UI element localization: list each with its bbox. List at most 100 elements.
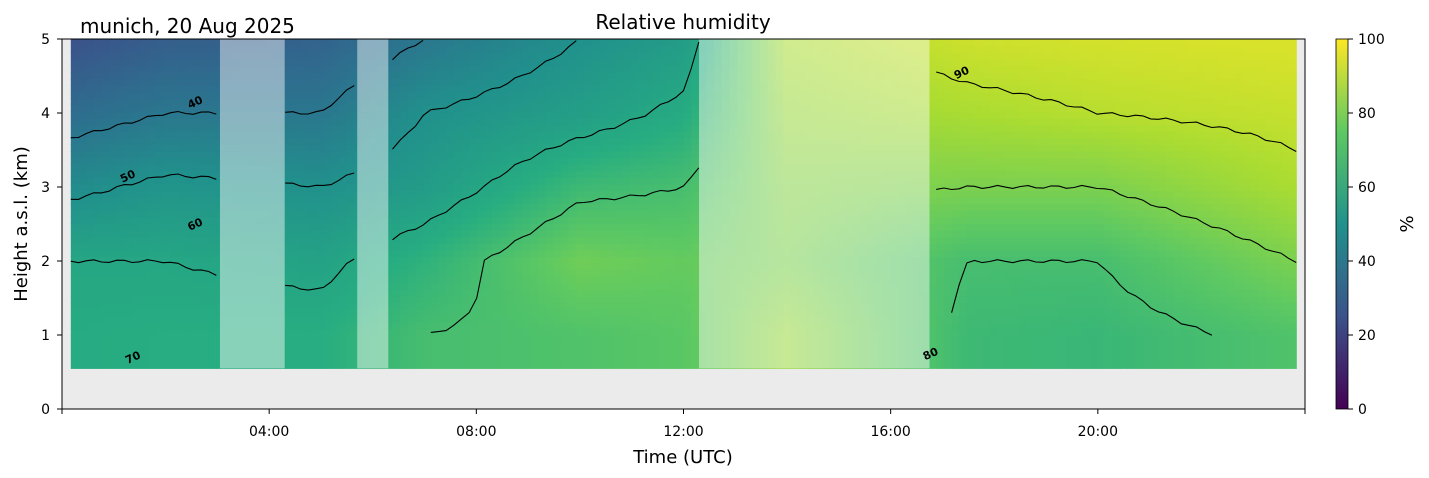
heatmap-cell: [721, 170, 731, 178]
heatmap-cell: [522, 223, 531, 231]
heatmap-cell: [109, 124, 118, 132]
heatmap-cell: [545, 276, 554, 284]
heatmap-cell: [201, 276, 210, 284]
heatmap-cell: [637, 322, 646, 330]
heatmap-cell: [78, 52, 87, 60]
heatmap-cell: [553, 144, 562, 152]
heatmap-cell: [515, 164, 524, 172]
heatmap-cell: [377, 348, 386, 356]
heatmap-cell: [78, 216, 87, 224]
heatmap-cell: [706, 170, 715, 178]
heatmap-cell: [476, 302, 485, 310]
heatmap-cell: [331, 170, 340, 178]
heatmap-cell: [614, 289, 623, 297]
heatmap-cell: [660, 190, 669, 198]
heatmap-cell: [170, 322, 179, 330]
heatmap-cell: [446, 65, 455, 73]
heatmap-cell: [545, 315, 554, 323]
heatmap-cell: [400, 355, 409, 363]
heatmap-cell: [737, 71, 746, 80]
heatmap-cell: [109, 269, 118, 277]
heatmap-cell: [300, 137, 309, 145]
heatmap-cell: [813, 190, 822, 198]
heatmap-cell: [361, 216, 371, 224]
heatmap-cell: [400, 170, 409, 178]
heatmap-cell: [721, 236, 731, 244]
heatmap-cell: [124, 151, 133, 159]
heatmap-cell: [553, 124, 562, 132]
heatmap-cell: [806, 322, 815, 330]
heatmap-cell: [139, 118, 148, 126]
heatmap-cell: [415, 45, 424, 53]
heatmap-cell: [645, 104, 654, 113]
heatmap-cell: [224, 39, 233, 47]
heatmap-cell: [78, 104, 87, 113]
heatmap-cell: [752, 315, 761, 323]
heatmap-cell: [116, 170, 126, 178]
heatmap-cell: [132, 282, 141, 290]
heatmap-cell: [668, 137, 677, 145]
heatmap-cell: [629, 302, 639, 310]
heatmap-cell: [147, 348, 156, 356]
heatmap-cell: [109, 197, 118, 205]
heatmap-cell: [737, 282, 746, 290]
heatmap-cell: [576, 243, 585, 251]
heatmap-cell: [78, 98, 87, 106]
heatmap-cell: [691, 243, 700, 251]
heatmap-cell: [737, 322, 746, 330]
heatmap-cell: [652, 342, 662, 350]
heatmap-cell: [70, 282, 80, 290]
heatmap-cell: [645, 355, 654, 363]
heatmap-cell: [231, 98, 240, 106]
heatmap-cell: [400, 335, 409, 343]
heatmap-cell: [484, 151, 493, 159]
heatmap-cell: [132, 210, 141, 218]
heatmap-cell: [124, 302, 133, 310]
heatmap-cell: [606, 236, 616, 244]
heatmap-cell: [583, 71, 593, 80]
heatmap-cell: [438, 183, 447, 192]
heatmap-cell: [629, 342, 639, 350]
heatmap-cell: [453, 58, 462, 66]
heatmap-cell: [515, 45, 524, 53]
heatmap-cell: [691, 104, 700, 113]
heatmap-cell: [568, 315, 577, 323]
heatmap-cell: [798, 151, 807, 159]
heatmap-cell: [714, 295, 723, 304]
heatmap-cell: [262, 348, 271, 356]
heatmap-cell: [162, 144, 171, 152]
heatmap-cell: [629, 151, 639, 159]
heatmap-cell: [139, 236, 148, 244]
heatmap-cell: [668, 223, 677, 231]
heatmap-cell: [530, 230, 539, 238]
heatmap-cell: [292, 58, 302, 66]
heatmap-cell: [737, 104, 746, 113]
heatmap-cell: [652, 111, 662, 119]
heatmap-cell: [109, 170, 118, 178]
heatmap-cell: [323, 144, 332, 152]
heatmap-cell: [400, 98, 409, 106]
heatmap-cell: [407, 262, 417, 271]
heatmap-cell: [530, 289, 539, 297]
heatmap-cell: [331, 216, 340, 224]
heatmap-cell: [101, 322, 110, 330]
heatmap-cell: [606, 98, 616, 106]
heatmap-cell: [78, 361, 87, 369]
heatmap-cell: [369, 348, 378, 356]
heatmap-cell: [645, 52, 654, 60]
heatmap-cell: [86, 210, 95, 218]
heatmap-cell: [714, 183, 723, 192]
heatmap-cell: [208, 190, 217, 198]
heatmap-cell: [760, 302, 769, 310]
heatmap-cell: [170, 98, 179, 106]
heatmap-cell: [231, 151, 240, 159]
heatmap-cell: [224, 315, 233, 323]
heatmap-cell: [591, 131, 600, 139]
heatmap-cell: [285, 98, 294, 106]
heatmap-cell: [415, 65, 424, 73]
heatmap-cell: [208, 144, 217, 152]
heatmap-cell: [361, 85, 371, 93]
heatmap-cell: [331, 322, 340, 330]
heatmap-cell: [553, 183, 562, 192]
heatmap-cell: [691, 164, 700, 172]
